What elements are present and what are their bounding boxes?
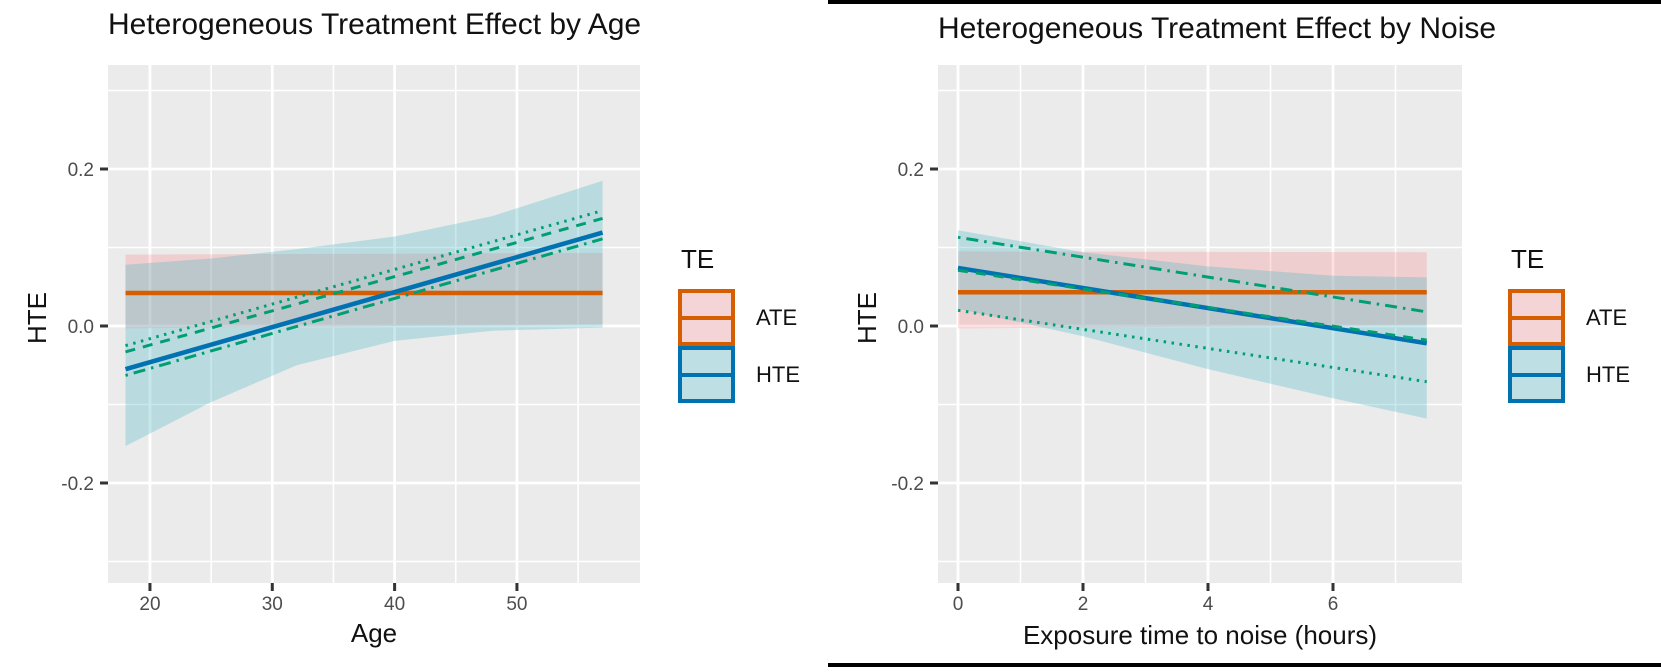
legend-item-hte: HTE — [678, 346, 800, 403]
y-tick-label: -0.2 — [891, 474, 924, 495]
chart1-x-axis-label: Age — [350, 618, 398, 648]
legend-label-hte: HTE — [756, 361, 800, 387]
chart1-legend: TE ATE HTE — [678, 244, 800, 403]
x-tick-label: 4 — [1203, 594, 1214, 615]
legend-title: TE — [1511, 244, 1545, 274]
legend-key-ate — [1508, 289, 1565, 346]
top-rule — [828, 0, 1661, 4]
y-tick-label: 0.0 — [68, 317, 94, 338]
chart2-x-axis-label: Exposure time to noise (hours) — [1022, 620, 1378, 650]
legend-key-ate — [678, 289, 735, 346]
x-tick-label: 30 — [262, 594, 283, 615]
y-tick-label: 0.2 — [68, 160, 94, 181]
chart2-legend: TE ATE HTE — [1508, 244, 1630, 403]
chart1-y-axis-label: HTE — [22, 292, 52, 344]
legend-key-hte — [678, 346, 735, 403]
chart2-y-axis-label: HTE — [852, 292, 882, 344]
line-hte — [124, 230, 604, 372]
x-tick-label: 20 — [139, 594, 160, 615]
ate-line-swatch — [1512, 315, 1561, 320]
legend-label-ate: ATE — [1586, 304, 1628, 330]
bottom-rule — [828, 663, 1661, 667]
x-tick-label: 6 — [1328, 594, 1339, 615]
hte-line-swatch — [1512, 372, 1561, 377]
legend-item-hte: HTE — [1508, 346, 1630, 403]
ate-line-swatch — [682, 315, 731, 320]
hte-line-swatch — [682, 372, 731, 377]
legend-key-hte — [1508, 346, 1565, 403]
legend-item-ate: ATE — [678, 289, 800, 346]
x-tick-label: 40 — [384, 594, 405, 615]
x-tick-label: 0 — [953, 594, 964, 615]
y-tick-label: -0.2 — [61, 474, 94, 495]
y-tick-label: 0.0 — [898, 317, 924, 338]
x-tick-label: 50 — [506, 594, 527, 615]
chart1-title: Heterogeneous Treatment Effect by Age — [108, 8, 642, 41]
line-hte-dashed — [957, 268, 1427, 342]
ribbon-hte-95-ci — [125, 180, 603, 447]
chart2-title: Heterogeneous Treatment Effect by Noise — [938, 12, 1497, 45]
ribbon-hte-95-ci — [958, 230, 1427, 419]
plot-panel — [938, 65, 1462, 583]
legend-label-hte: HTE — [1586, 361, 1630, 387]
y-tick-label: 0.2 — [898, 160, 924, 181]
x-tick-label: 2 — [1078, 594, 1089, 615]
legend-label-ate: ATE — [756, 304, 798, 330]
line-hte-lower-dotdash — [125, 237, 603, 377]
legend-item-ate: ATE — [1508, 289, 1630, 346]
ribbon-ate-95-ci — [958, 251, 1427, 329]
legend-title: TE — [681, 244, 715, 274]
